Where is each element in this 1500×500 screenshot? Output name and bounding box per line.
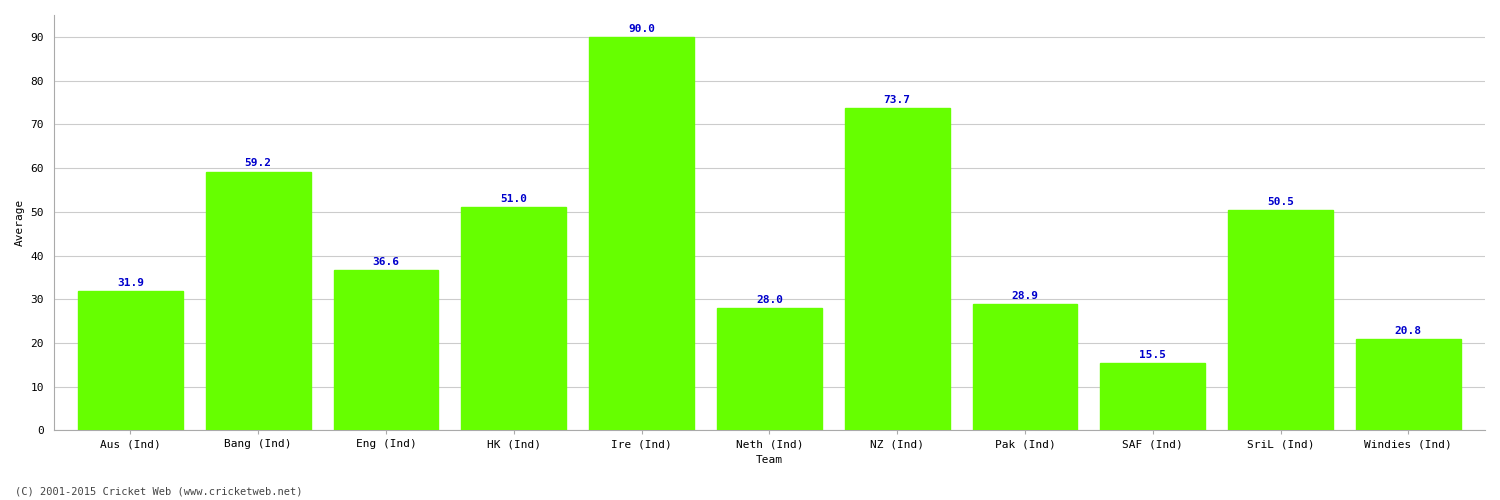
Text: 59.2: 59.2 bbox=[244, 158, 272, 168]
Bar bbox=[590, 37, 694, 430]
Bar bbox=[333, 270, 438, 430]
Text: 50.5: 50.5 bbox=[1268, 196, 1294, 206]
Bar bbox=[1101, 362, 1204, 430]
Text: 90.0: 90.0 bbox=[628, 24, 656, 34]
Text: 28.0: 28.0 bbox=[756, 295, 783, 305]
Bar bbox=[462, 208, 566, 430]
Bar bbox=[972, 304, 1077, 430]
Bar bbox=[78, 291, 183, 430]
Text: 15.5: 15.5 bbox=[1140, 350, 1167, 360]
Y-axis label: Average: Average bbox=[15, 199, 26, 246]
Bar bbox=[206, 172, 310, 430]
X-axis label: Team: Team bbox=[756, 455, 783, 465]
Text: 51.0: 51.0 bbox=[501, 194, 528, 204]
Bar bbox=[1228, 210, 1334, 430]
Bar bbox=[844, 108, 950, 430]
Text: (C) 2001-2015 Cricket Web (www.cricketweb.net): (C) 2001-2015 Cricket Web (www.cricketwe… bbox=[15, 487, 303, 497]
Text: 73.7: 73.7 bbox=[884, 95, 910, 105]
Text: 28.9: 28.9 bbox=[1011, 291, 1038, 301]
Text: 36.6: 36.6 bbox=[372, 258, 399, 268]
Text: 20.8: 20.8 bbox=[1395, 326, 1422, 336]
Bar bbox=[1356, 340, 1461, 430]
Bar bbox=[717, 308, 822, 430]
Text: 31.9: 31.9 bbox=[117, 278, 144, 288]
